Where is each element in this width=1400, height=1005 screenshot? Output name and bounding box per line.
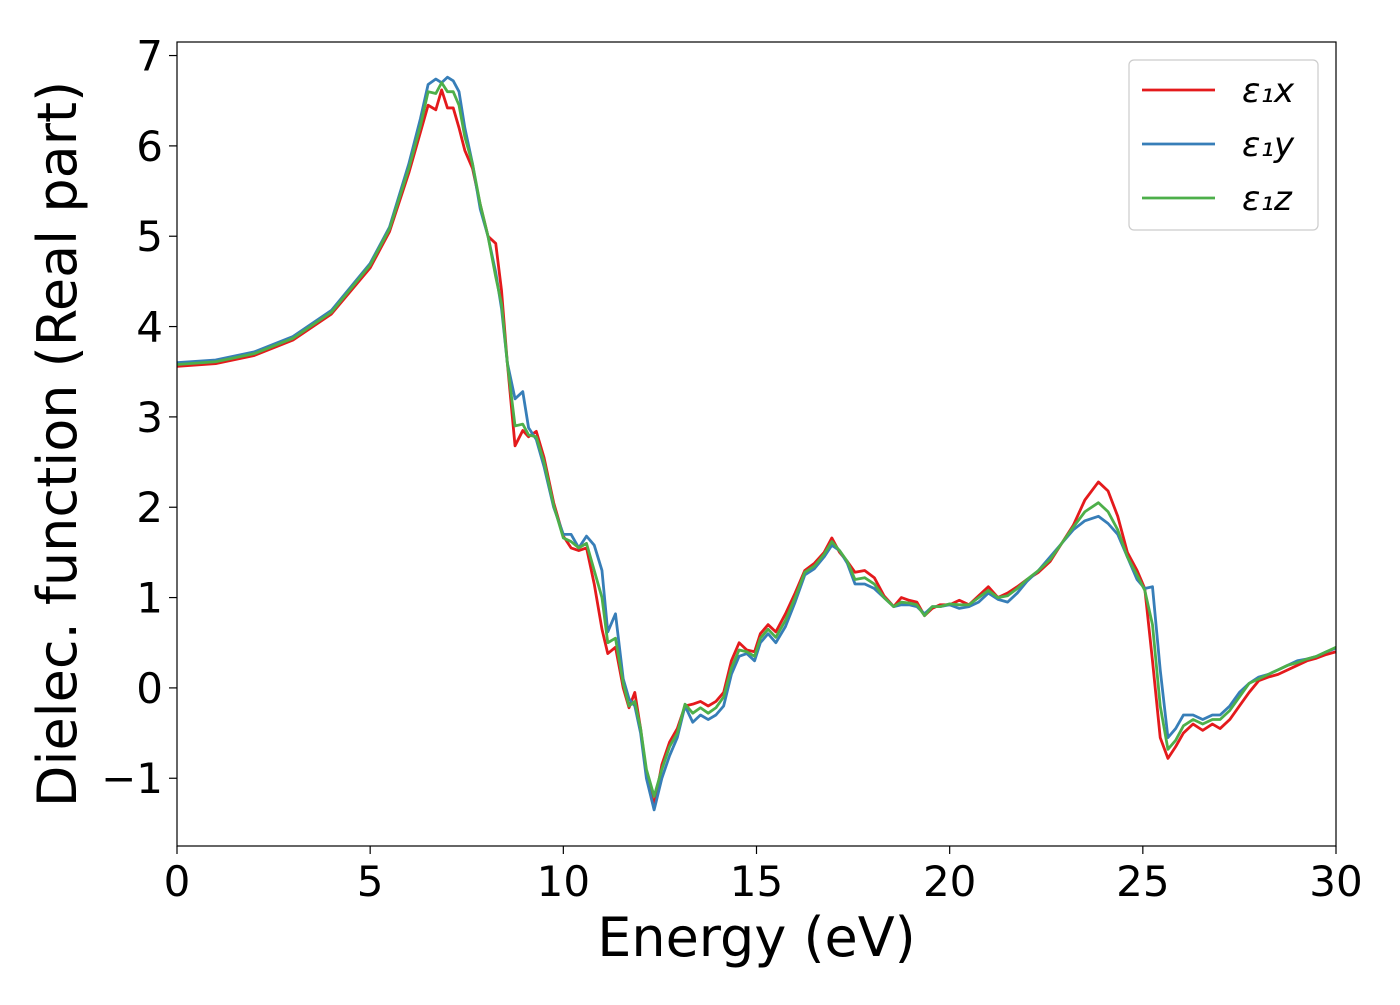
x-tick-label: 30 <box>1309 857 1362 906</box>
y-tick-label: 0 <box>136 664 163 713</box>
x-axis: 0 5 10 15 20 25 30 <box>164 846 1363 906</box>
legend-label: ε₁x <box>1242 71 1295 111</box>
legend-frame <box>1128 59 1319 231</box>
x-tick-label: 25 <box>1116 857 1169 906</box>
x-axis-label: Energy (eV) <box>597 906 916 969</box>
y-tick-label: 6 <box>136 122 163 171</box>
series-lines <box>177 75 1336 812</box>
y-tick-label: 2 <box>136 483 163 532</box>
legend-label: ε₁y <box>1242 125 1295 165</box>
x-tick-label: 5 <box>357 857 384 906</box>
x-tick-label: 0 <box>164 857 191 906</box>
x-tick-label: 10 <box>537 857 590 906</box>
y-axis-label: Dielec. function (Real part) <box>26 81 89 807</box>
series-line-1 <box>177 88 1336 807</box>
y-axis: −1 0 1 2 3 4 5 6 7 <box>101 32 177 803</box>
legend: ε₁x ε₁y ε₁z <box>1128 59 1319 231</box>
y-tick-label: −1 <box>101 754 163 803</box>
y-tick-label: 5 <box>136 212 163 261</box>
legend-label: ε₁z <box>1242 179 1293 219</box>
y-tick-label: 3 <box>136 393 163 442</box>
y-tick-label: 4 <box>136 303 163 352</box>
y-tick-label: 7 <box>136 32 163 81</box>
x-tick-label: 15 <box>730 857 783 906</box>
series-line-3 <box>177 81 1336 798</box>
y-tick-label: 1 <box>136 574 163 623</box>
x-tick-label: 20 <box>923 857 976 906</box>
